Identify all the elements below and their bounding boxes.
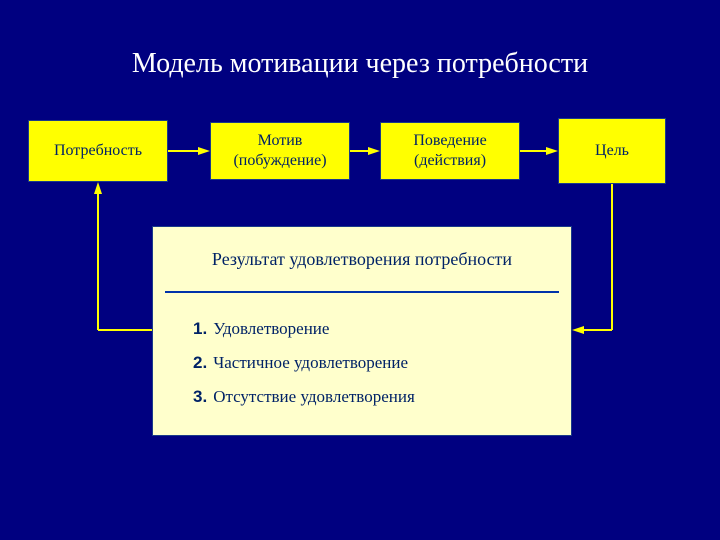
node-behavior: Поведение (действия) (380, 122, 520, 180)
result-title: Результат удовлетворения потребности (153, 249, 571, 270)
result-divider (165, 291, 559, 293)
diagram-title: Модель мотивации через потребности (0, 48, 720, 80)
result-item-3: 3. Отсутствие удовлетворения (193, 387, 415, 407)
node-need-label: Потребность (54, 141, 142, 161)
node-motive: Мотив (побуждение) (210, 122, 350, 180)
result-item-3-num: 3. (193, 387, 207, 406)
result-item-1-num: 1. (193, 319, 207, 338)
result-item-2: 2. Частичное удовлетворение (193, 353, 408, 373)
node-goal: Цель (558, 118, 666, 184)
node-motive-label: Мотив (побуждение) (233, 131, 326, 171)
result-item-1: 1. Удовлетворение (193, 319, 329, 339)
result-item-3-text: Отсутствие удовлетворения (213, 387, 415, 406)
node-goal-label: Цель (595, 141, 629, 161)
node-need: Потребность (28, 120, 168, 182)
result-item-2-num: 2. (193, 353, 207, 372)
result-panel: Результат удовлетворения потребности 1. У… (152, 226, 572, 436)
node-behavior-label: Поведение (действия) (413, 131, 486, 171)
result-item-2-text: Частичное удовлетворение (213, 353, 408, 372)
result-item-1-text: Удовлетворение (213, 319, 329, 338)
